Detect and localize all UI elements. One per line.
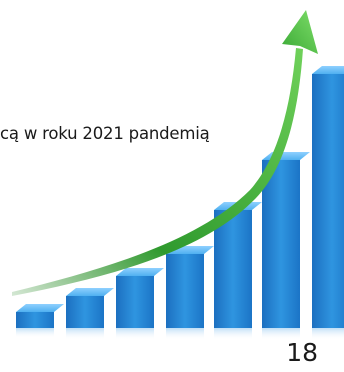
body-text-fragment: cą w roku 2021 pandemią [0,124,210,143]
bar-group [16,66,344,340]
growth-arrow [12,10,318,296]
page-number: 18 [286,338,318,367]
